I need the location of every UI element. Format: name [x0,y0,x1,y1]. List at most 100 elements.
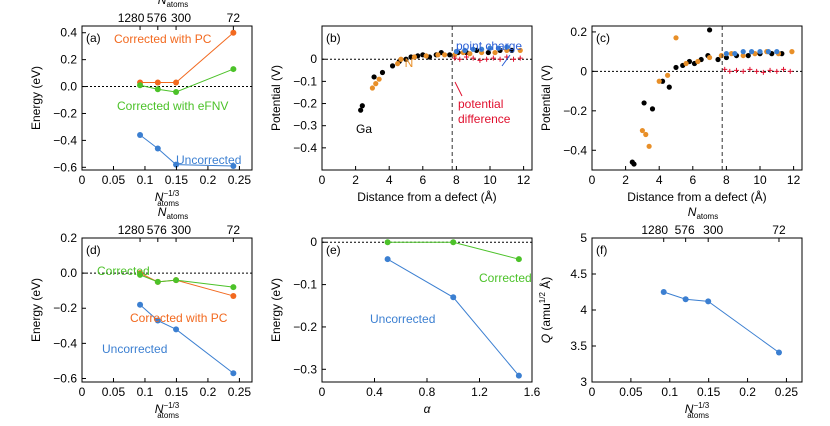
x-tick-label: 0.2 [739,385,756,399]
x-tick-label: 0.25 [228,173,252,187]
top-tick-label: 1280 [118,11,145,25]
x-tick-label: 1.2 [471,385,488,399]
data-point [173,79,180,86]
data-point [450,294,457,301]
data-point [450,239,457,246]
data-point [504,44,510,50]
data-point [682,296,689,303]
top-axis-title: Natoms [158,205,188,221]
y-tick-label: 0.2 [60,231,77,245]
y-axis-title: Energy (eV) [29,66,43,130]
y-tick-label: −0.6 [53,160,77,174]
x-tick-label: 12 [787,173,801,187]
series-label: Corrected with PC [130,311,228,325]
y-tick-label: −0.2 [563,104,587,118]
top-axis-title-sub: atoms [166,212,188,221]
y-axis-title-main: Q [539,334,553,343]
plot-frame [81,25,253,171]
data-point [137,301,144,308]
annotation-potential-difference-2: difference [458,112,511,126]
x-tick-label: 1.6 [524,385,541,399]
top-axis-title: Natoms [158,0,188,9]
data-point [715,56,721,63]
data-point [154,86,161,93]
x-axis-title: Distance from a defect (Å) [357,189,496,204]
x-tick-label: 8 [453,173,460,187]
data-point [747,66,753,72]
data-point [660,289,667,295]
data-point [643,131,649,138]
data-point [452,55,458,61]
data-point [384,256,391,263]
data-point [509,47,515,53]
annotation-ga: Ga [356,122,372,136]
data-point [511,56,517,62]
y-tick-label: −0.6 [53,371,77,385]
top-tick-label: 72 [227,223,241,237]
pointer-arrow [454,81,463,97]
series-line [139,304,234,374]
panel-c: 0 2 4 6 8 10 12 0.2 0 −0.2 −0.4 (c) Distance from a … [539,25,803,204]
data-point [740,68,746,74]
data-point [492,49,498,56]
annotation-point-charge: point charge [456,39,522,53]
data-point [774,49,780,55]
x-axis-title: N−1/3 atoms [685,401,710,420]
series-label: Corrected with PC [114,32,212,46]
data-point [154,145,161,152]
x-axis-title-sub: atoms [157,199,179,208]
top-axis-title-main: N [158,0,167,7]
y-tick-label: −0.1 [293,74,317,88]
y-tick-label: 0 [310,52,317,66]
data-point [707,54,713,61]
top-tick-label: 1280 [641,223,668,237]
x-tick-label: 0.15 [165,385,189,399]
panel-label: (b) [326,31,341,45]
y-tick-label: 3 [580,375,587,389]
x-tick-label: 10 [753,173,767,187]
x-axis-title-main: N [155,190,164,204]
top-tick-label: 1280 [118,223,145,237]
data-point [656,78,662,84]
data-point [423,53,429,59]
y-tick-label: −0.4 [53,336,77,350]
x-axis-title: α [424,402,432,416]
series-label: Corrected [97,264,150,278]
data-point [371,74,377,80]
data-point [230,29,237,36]
data-point [453,48,459,55]
x-tick-label: 0.1 [661,385,678,399]
data-point [358,107,364,113]
panel-d: 0 0.05 0.1 0.15 0.2 0.25 0.2 0.0 −0.2 −0.4 −0.6 (d)… [29,205,253,420]
data-point [447,52,453,58]
y-tick-label: −0.3 [293,119,317,133]
data-point [403,56,409,62]
x-tick-label: 12 [517,173,531,187]
top-axis-title: Natoms [688,205,718,221]
top-tick-label: 300 [171,11,191,25]
x-tick-label: 2 [622,173,629,187]
data-point [495,45,501,51]
y-tick-label: −0.3 [293,362,317,376]
data-point [395,61,401,67]
x-axis-title-sup: −1/3 [693,401,709,410]
top-axis-title-sub: atoms [696,212,718,221]
data-point [497,56,503,62]
top-tick-label: 576 [147,11,167,25]
panel-f: 0 0.05 0.1 0.15 0.2 0.25 5 4.5 4 3.5 3 (f) 1280 576 30… [538,205,803,420]
panel-label: (d) [86,243,101,257]
x-axis-title: Distance from a defect (Å) [627,189,766,204]
x-tick-label: 10 [483,173,497,187]
x-tick-label: 0.2 [200,385,217,399]
series-line [139,272,234,297]
panel-label: (f) [596,243,607,257]
y-tick-label: −0.2 [53,301,77,315]
y-tick-label: 0.0 [60,80,77,94]
plot-frame [81,237,253,383]
data-point [517,47,523,53]
series-label: Uncorrected [102,342,167,356]
data-point [154,317,161,324]
panel-label: (a) [86,31,101,45]
data-point [376,76,382,82]
